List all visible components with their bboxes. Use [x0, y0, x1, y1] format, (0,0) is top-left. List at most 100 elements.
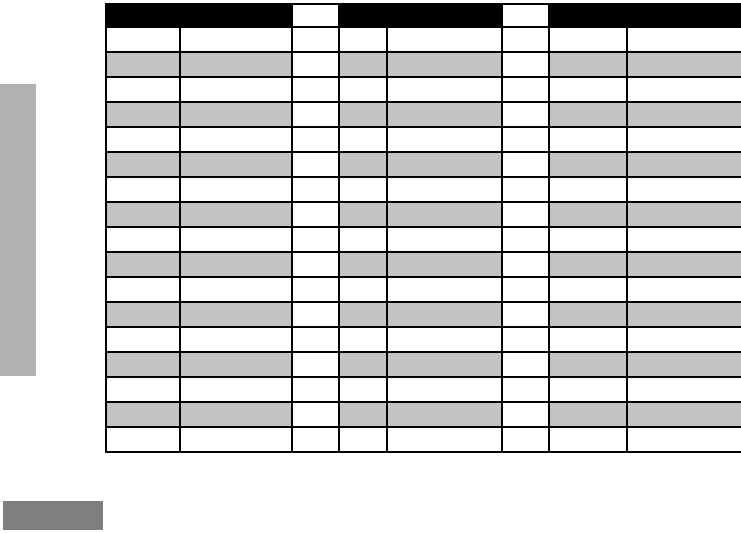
spacer-cell	[501, 276, 550, 303]
table-cell	[626, 101, 741, 128]
table-cell	[179, 226, 293, 253]
table-row	[105, 76, 741, 103]
table-cell	[179, 51, 293, 78]
table-cell	[386, 176, 503, 203]
table-header-row	[105, 3, 741, 28]
table-body	[105, 3, 741, 453]
spacer-cell	[501, 301, 550, 328]
table-cell	[179, 401, 293, 428]
spacer-cell	[501, 126, 550, 153]
table-cell	[179, 426, 293, 453]
table-row	[105, 26, 741, 53]
table-row	[105, 326, 741, 353]
table-row	[105, 401, 741, 428]
spacer-cell	[291, 126, 340, 153]
table-row	[105, 201, 741, 228]
table-cell	[179, 376, 293, 403]
header-spacer-cell	[501, 3, 550, 28]
table-cell	[386, 201, 503, 228]
table-cell	[386, 226, 503, 253]
table-row	[105, 351, 741, 378]
table-cell	[338, 401, 388, 428]
spacer-cell	[291, 51, 340, 78]
table-cell	[548, 376, 628, 403]
table-cell	[386, 426, 503, 453]
table-cell	[338, 176, 388, 203]
spacer-cell	[291, 251, 340, 278]
table-cell	[179, 26, 293, 53]
table-row	[105, 101, 741, 128]
table-row	[105, 276, 741, 303]
spacer-cell	[501, 376, 550, 403]
table-cell	[105, 201, 181, 228]
table-cell	[386, 151, 503, 178]
table-cell	[338, 326, 388, 353]
table-cell	[386, 126, 503, 153]
table-cell	[548, 176, 628, 203]
table-cell	[338, 76, 388, 103]
table-cell	[179, 101, 293, 128]
spacer-cell	[291, 176, 340, 203]
table-cell	[105, 226, 181, 253]
table-cell	[105, 376, 181, 403]
table-cell	[179, 251, 293, 278]
table-cell	[626, 176, 741, 203]
spacer-cell	[501, 26, 550, 53]
left-margin-block	[0, 84, 36, 376]
table-cell	[626, 151, 741, 178]
table-row	[105, 126, 741, 153]
table-cell	[338, 226, 388, 253]
footer-block	[3, 501, 103, 530]
spacer-cell	[501, 151, 550, 178]
table-cell	[105, 351, 181, 378]
spacer-cell	[291, 76, 340, 103]
spacer-cell	[501, 426, 550, 453]
table-row	[105, 226, 741, 253]
table-cell	[548, 26, 628, 53]
table-cell	[626, 251, 741, 278]
table-cell	[548, 226, 628, 253]
spacer-cell	[501, 226, 550, 253]
table-cell	[105, 426, 181, 453]
table-cell	[626, 226, 741, 253]
table-cell	[338, 26, 388, 53]
table-cell	[548, 126, 628, 153]
table-cell	[626, 376, 741, 403]
spacer-cell	[501, 76, 550, 103]
table-cell	[386, 251, 503, 278]
table-cell	[105, 301, 181, 328]
spacer-cell	[501, 176, 550, 203]
worksheet-table	[105, 3, 741, 453]
table-cell	[338, 301, 388, 328]
table-cell	[105, 326, 181, 353]
table-cell	[626, 351, 741, 378]
table-cell	[179, 276, 293, 303]
table-cell	[626, 126, 741, 153]
table-cell	[179, 151, 293, 178]
spacer-cell	[501, 101, 550, 128]
table-cell	[548, 101, 628, 128]
table-cell	[179, 326, 293, 353]
table-cell	[338, 376, 388, 403]
header-cell	[338, 3, 503, 28]
table-cell	[548, 51, 628, 78]
table-cell	[105, 251, 181, 278]
table-cell	[105, 151, 181, 178]
table-cell	[179, 176, 293, 203]
table-cell	[386, 326, 503, 353]
header-cell	[105, 3, 293, 28]
table-cell	[386, 276, 503, 303]
table-cell	[179, 76, 293, 103]
table-cell	[548, 76, 628, 103]
table-cell	[105, 176, 181, 203]
table-cell	[338, 126, 388, 153]
table-cell	[338, 351, 388, 378]
spacer-cell	[501, 351, 550, 378]
spacer-cell	[291, 151, 340, 178]
table-cell	[626, 401, 741, 428]
table-cell	[338, 426, 388, 453]
table-cell	[105, 126, 181, 153]
table-cell	[105, 276, 181, 303]
table-cell	[626, 51, 741, 78]
